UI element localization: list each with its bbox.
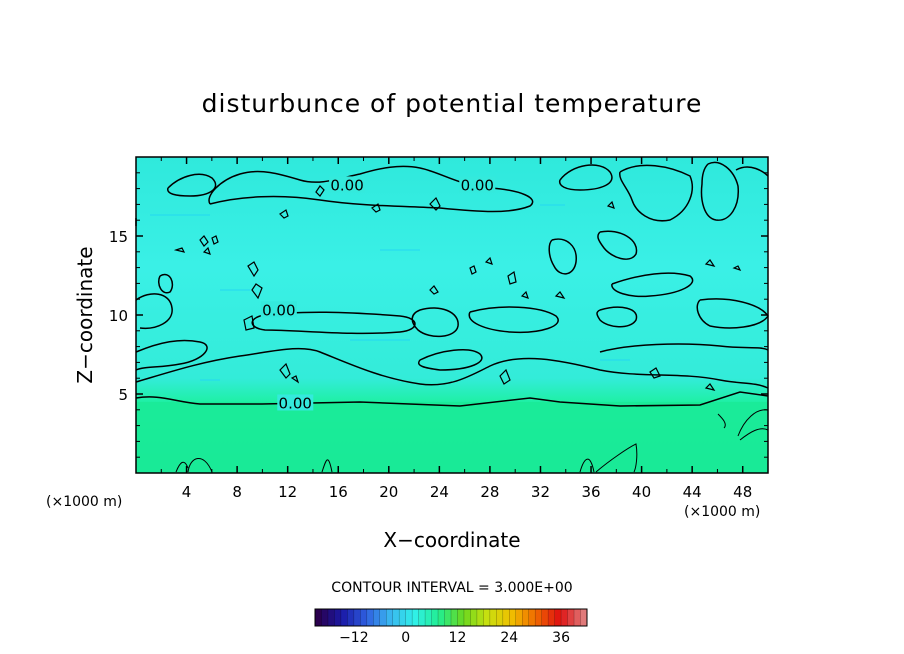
colorbar-cell xyxy=(574,609,581,626)
contour-label-bg xyxy=(329,176,366,193)
colorbar-cell xyxy=(366,609,374,626)
x-unit-label-right: (×1000 m) xyxy=(684,504,760,520)
colorbar-cell xyxy=(548,609,555,626)
colorbar-cell xyxy=(425,609,432,626)
x-tick-label: 24 xyxy=(430,483,449,501)
colorbar-cell xyxy=(522,609,530,626)
colorbar-cell xyxy=(528,609,536,626)
x-tick-label: 4 xyxy=(182,483,192,501)
y-axis-label: Z−coordinate xyxy=(73,246,97,383)
contour-label-bg xyxy=(277,394,314,411)
colorbar-cell xyxy=(386,609,394,626)
contour-surface-features xyxy=(175,409,769,473)
contour-label: 0.00 xyxy=(461,176,494,194)
plot-area: 0.00 0.000.000.00 4 8 12 16 20 24 28 32 36 40 44 48 … xyxy=(109,156,769,501)
contour-label: 0.00 xyxy=(330,176,363,194)
x-tick-label: 32 xyxy=(531,483,550,501)
x-tick-label: 36 xyxy=(581,483,600,501)
colorbar-cell xyxy=(580,609,588,626)
colorbar-cell xyxy=(347,609,355,626)
field-texture xyxy=(150,204,630,381)
colorbar-tick-label: −12 xyxy=(339,630,369,646)
x-tick-label: 40 xyxy=(632,483,651,501)
colorbar-cell xyxy=(340,609,348,626)
colorbar-cell xyxy=(418,609,426,626)
x-tick-label: 16 xyxy=(329,483,348,501)
colorbar-tick-label: 0 xyxy=(401,630,410,646)
colorbar-cell xyxy=(444,609,452,626)
colorbar-cell xyxy=(392,609,400,626)
x-tick-label: 20 xyxy=(379,483,398,501)
contour-label: 0.00 xyxy=(262,301,295,319)
y-axis-ticks: 5 10 15 xyxy=(109,172,768,458)
colorbar-cell xyxy=(470,609,478,626)
colorbar-cell xyxy=(405,609,413,626)
y-tick-label: 10 xyxy=(109,307,128,325)
x-tick-label: 44 xyxy=(683,483,702,501)
colorbar-cell xyxy=(412,609,419,626)
colorbar-cell xyxy=(496,609,504,626)
contour-zero-line xyxy=(135,391,769,407)
colorbar-cell xyxy=(373,609,381,626)
x-axis-ticks: 4 8 12 16 20 24 28 32 36 40 44 48 xyxy=(160,157,752,501)
colorbar-tick-label: 12 xyxy=(449,630,467,646)
colorbar-cell xyxy=(315,609,322,626)
colorbar-cell xyxy=(509,609,517,626)
colorbar-cell xyxy=(353,609,361,626)
x-unit-label-left: (×1000 m) xyxy=(46,494,122,510)
colorbar-cell xyxy=(431,609,439,626)
colorbar-cell xyxy=(399,609,406,626)
y-tick-label: 5 xyxy=(118,386,128,404)
x-tick-label: 12 xyxy=(278,483,297,501)
colorbar-cell xyxy=(334,609,342,626)
contour-label-bg xyxy=(260,301,297,318)
colorbar-cell xyxy=(463,609,471,626)
colorbar-frame xyxy=(314,608,588,627)
colorbar-cell xyxy=(561,609,568,626)
contour-label: 0.00 xyxy=(279,394,312,412)
chart-title: disturbunce of potential temperature xyxy=(202,89,703,118)
colorbar-cell xyxy=(321,609,329,626)
colorbar-cell xyxy=(515,609,523,626)
colorbar-cell xyxy=(541,609,549,626)
colorbar xyxy=(314,608,588,627)
contour-interval-text: CONTOUR INTERVAL = 3.000E+00 xyxy=(331,580,572,596)
x-axis-label: X−coordinate xyxy=(383,528,520,552)
colorbar-cell xyxy=(457,609,465,626)
x-tick-label: 8 xyxy=(232,483,242,501)
contour-layer-mid xyxy=(135,230,769,338)
colorbar-cell xyxy=(476,609,484,626)
colorbar-cell xyxy=(327,609,335,626)
colorbar-cell xyxy=(567,609,575,626)
colorbar-cell xyxy=(379,609,387,626)
x-tick-label: 48 xyxy=(733,483,752,501)
colorbar-cell xyxy=(554,609,562,626)
y-tick-label: 15 xyxy=(109,228,128,246)
colorbar-cell xyxy=(502,609,510,626)
colorbar-tick-label: 24 xyxy=(500,630,518,646)
colorbar-cell xyxy=(489,609,497,626)
contour-labels: 0.00 0.00 0.00 0.00 xyxy=(260,176,496,412)
contour-islands xyxy=(173,185,742,391)
x-tick-label: 28 xyxy=(480,483,499,501)
colorbar-cell xyxy=(535,609,542,626)
colorbar-cell xyxy=(483,609,491,626)
colorbar-cell xyxy=(438,609,445,626)
colorbar-cell xyxy=(360,609,368,626)
contour-layer-low xyxy=(135,339,769,389)
field-lower-band xyxy=(136,401,768,473)
colorbar-cell xyxy=(451,609,458,626)
colorbar-tick-label: 36 xyxy=(552,630,570,646)
contour-label-bg xyxy=(459,176,496,193)
colorbar-tick-labels: −12 0 12 24 36 xyxy=(339,630,570,646)
